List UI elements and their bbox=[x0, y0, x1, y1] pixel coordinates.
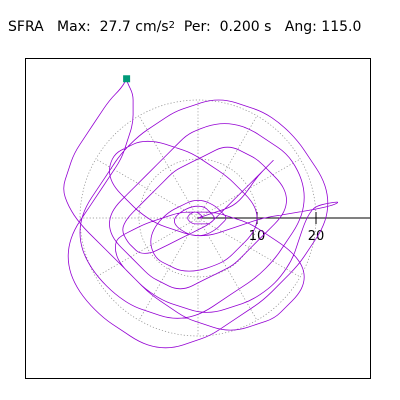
radial-line bbox=[197, 217, 301, 278]
motion-trace-0 bbox=[63, 79, 339, 349]
radial-line bbox=[138, 115, 199, 219]
radial-line bbox=[138, 217, 199, 321]
plot-frame bbox=[25, 58, 371, 379]
angle-label: Ang: bbox=[284, 19, 317, 35]
reference-axis: 10 20 bbox=[198, 212, 370, 244]
max-label: Max: bbox=[57, 19, 91, 35]
chart-title: SFRA Max: 27.7 cm/s2 Per: 0.200 s Ang: 1… bbox=[8, 18, 361, 38]
motion-trace-group bbox=[63, 75, 339, 349]
radial-line bbox=[197, 158, 301, 219]
max-unit: cm/s bbox=[135, 19, 169, 35]
period-label: Per: bbox=[183, 19, 211, 35]
radial-line bbox=[95, 158, 199, 219]
radial-line bbox=[95, 217, 199, 278]
period-value: 0.200 s bbox=[219, 19, 272, 35]
max-value: 27.7 bbox=[99, 19, 131, 35]
station-code: SFRA bbox=[8, 19, 44, 35]
axis-tick-label-20: 20 bbox=[308, 229, 325, 244]
radial-line bbox=[197, 115, 258, 219]
angle-value: 115.0 bbox=[321, 19, 362, 35]
max-amplitude-marker bbox=[123, 75, 131, 83]
max-unit-exponent: 2 bbox=[168, 20, 175, 31]
